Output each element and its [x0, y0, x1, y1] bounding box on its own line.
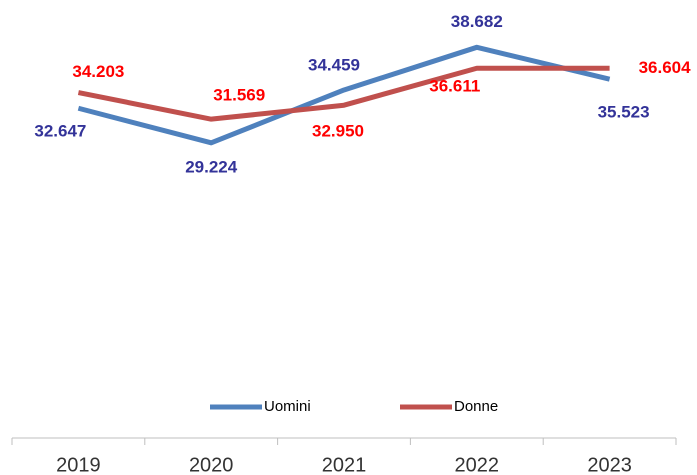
data-label: 32.647	[34, 122, 86, 141]
data-label: 35.523	[598, 103, 650, 122]
data-label: 36.604	[639, 58, 692, 77]
data-label: 36.611	[429, 77, 480, 96]
series-line	[77, 44, 611, 146]
x-tick-label: 2022	[455, 454, 500, 475]
data-label: 29.224	[185, 157, 238, 176]
x-tick-label: 2019	[56, 454, 101, 475]
legend-label: Donne	[454, 398, 498, 415]
series-line	[77, 65, 610, 122]
x-tick-label: 2023	[587, 454, 632, 475]
data-label: 31.569	[213, 86, 265, 105]
x-tick-label: 2021	[322, 454, 367, 475]
data-label: 34.459	[308, 55, 360, 74]
data-label: 32.950	[312, 122, 364, 141]
legend-label: Uomini	[264, 398, 311, 415]
data-label: 34.203	[72, 62, 124, 81]
data-label: 38.682	[451, 12, 503, 31]
x-tick-label: 2020	[189, 454, 234, 475]
